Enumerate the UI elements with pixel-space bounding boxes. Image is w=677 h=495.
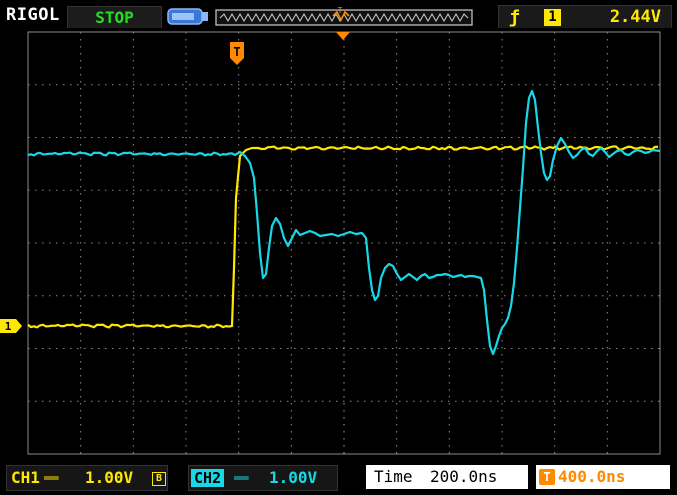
dc-coupling-icon: ══ (44, 471, 59, 485)
brand-logo: RIGOL (6, 5, 60, 25)
waveform-display[interactable]: T 1 (0, 28, 677, 458)
time-label: Time (374, 467, 413, 486)
bottom-status-bar: CH1 ══ 1.00V B CH2 ══ 1.00V Time 200.0ns… (0, 461, 677, 495)
trigger-settings[interactable]: ƒ 1 2.44V (498, 5, 672, 30)
svg-text:T: T (338, 7, 343, 15)
ch2-settings[interactable]: CH2 ══ 1.00V (188, 465, 338, 491)
run-stop-status[interactable]: STOP (67, 6, 162, 29)
bandwidth-limit-icon: B (152, 472, 166, 486)
center-time-marker (336, 32, 350, 40)
trigger-marker-label: T (233, 45, 240, 59)
ch1-label: CH1 (11, 468, 40, 487)
svg-text:1: 1 (5, 320, 12, 333)
rising-edge-icon: ƒ (509, 7, 520, 28)
ch1-ground-marker: 1 (0, 319, 22, 333)
trigger-source-badge: 1 (544, 9, 561, 26)
top-status-bar: RIGOL STOP T ƒ 1 2.44V (0, 0, 677, 32)
timebase-settings[interactable]: Time 200.0ns (366, 465, 528, 489)
trigger-offset-icon: T (539, 469, 555, 485)
ch2-waveform (27, 89, 661, 356)
ch1-scale: 1.00V (85, 468, 134, 487)
trigger-position-value: 400.0ns (558, 467, 626, 486)
usb-storage-icon (167, 8, 208, 25)
dc-coupling-icon: ══ (234, 471, 249, 485)
timebase-value: 200.0ns (430, 467, 498, 486)
trigger-level: 2.44V (609, 7, 661, 27)
ch1-waveform (27, 145, 659, 329)
memory-position-bar[interactable]: T (215, 7, 473, 27)
ch2-label: CH2 (191, 469, 225, 487)
ch2-scale: 1.00V (269, 468, 318, 487)
trigger-position-settings[interactable]: T 400.0ns (536, 465, 670, 489)
trigger-position-marker: T (230, 42, 244, 65)
ch1-settings[interactable]: CH1 ══ 1.00V B (6, 465, 168, 491)
